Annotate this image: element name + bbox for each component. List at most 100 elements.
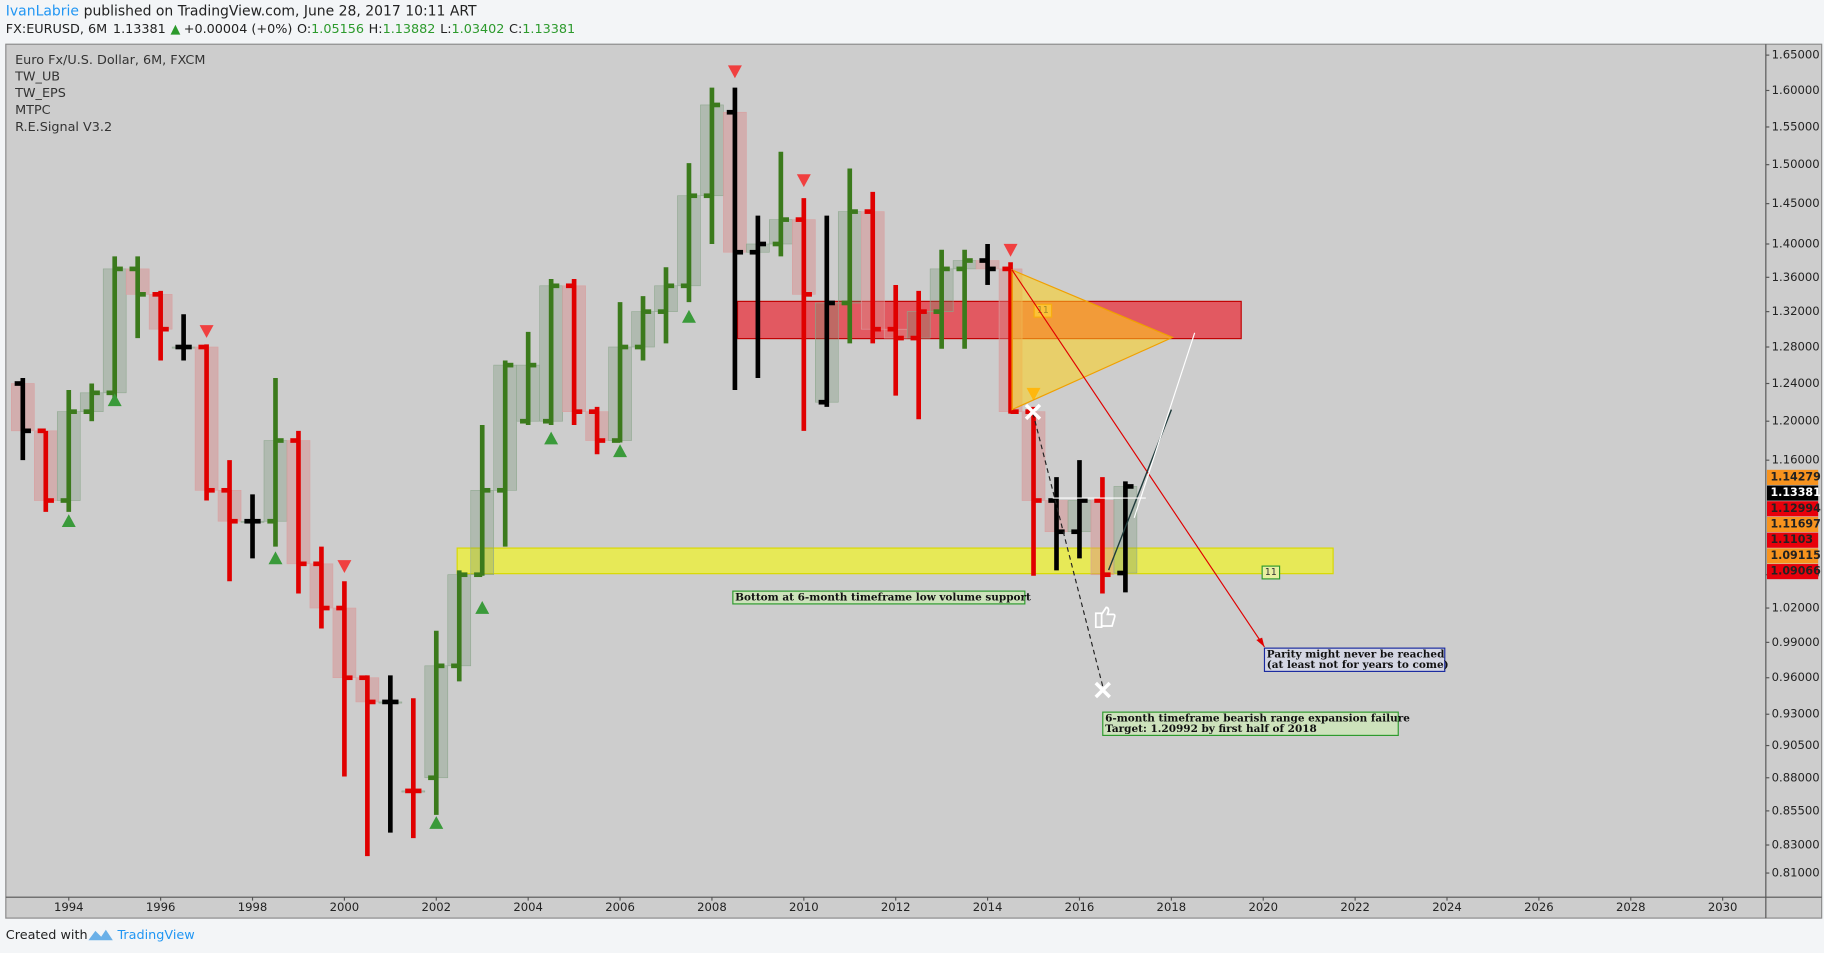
legend-indicator: MTPC bbox=[15, 103, 51, 118]
annotation-text: Parity might never be reached bbox=[1267, 649, 1445, 661]
price-marker bbox=[1767, 548, 1819, 564]
sell-signal bbox=[337, 560, 352, 573]
x-tick-label: 2008 bbox=[697, 900, 727, 914]
projection-line bbox=[1133, 332, 1196, 518]
legend-title: Euro Fx/U.S. Dollar, 6M, FXCM bbox=[15, 53, 205, 68]
x-tick-label: 2016 bbox=[1065, 900, 1095, 914]
y-tick-label: 1.40000 bbox=[1772, 236, 1820, 250]
y-tick-label: 1.60000 bbox=[1772, 83, 1820, 97]
price-marker-label: 1.1103 bbox=[1770, 533, 1813, 546]
dashed-arrow bbox=[1032, 412, 1104, 687]
header-line-2: FX:EURUSD, 6M 1.13381 ▲ +0.00004 (+0%) O:1.0… bbox=[6, 22, 575, 37]
x-tick-label: 2030 bbox=[1708, 900, 1738, 914]
y-tick-label: 0.90500 bbox=[1772, 738, 1820, 752]
x-tick-label: 2026 bbox=[1524, 900, 1554, 914]
x-tick-label: 2000 bbox=[330, 900, 360, 914]
price-marker bbox=[1767, 501, 1819, 517]
annotation-box bbox=[1102, 711, 1399, 736]
x-tick-label: 2014 bbox=[973, 900, 1003, 914]
sell-signal bbox=[727, 65, 742, 79]
target-arrow bbox=[1011, 269, 1265, 648]
change-arrow: ▲ bbox=[170, 22, 180, 37]
y-tick-label: 1.02000 bbox=[1772, 601, 1820, 615]
x-tick-label: 2020 bbox=[1248, 900, 1278, 914]
drawings bbox=[1011, 269, 1265, 699]
y-tick-label: 1.45000 bbox=[1772, 196, 1820, 210]
legend: Euro Fx/U.S. Dollar, 6M, FXCM TW_UB TW_EP… bbox=[14, 53, 205, 135]
y-tick-label: 0.85500 bbox=[1772, 803, 1820, 817]
buy-signal bbox=[107, 393, 122, 407]
open-label: O: bbox=[297, 22, 311, 37]
legend-indicator: R.E.Signal V3.2 bbox=[15, 120, 112, 135]
price-marker bbox=[1767, 469, 1819, 485]
y-tick-label: 1.24000 bbox=[1772, 376, 1820, 390]
y-tick-label: 1.36000 bbox=[1772, 270, 1820, 284]
sell-signal bbox=[199, 325, 214, 338]
published: published on TradingView.com, June 28, 2… bbox=[84, 4, 477, 20]
y-tick-label: 0.99000 bbox=[1772, 635, 1820, 649]
x-tick-label: 1994 bbox=[54, 900, 84, 914]
y-tick-label: 0.88000 bbox=[1772, 770, 1820, 784]
buy-signal bbox=[613, 444, 628, 458]
x-tick-label: 2018 bbox=[1157, 900, 1187, 914]
open-value: 1.05156 bbox=[311, 22, 364, 37]
arrow-head bbox=[1256, 637, 1265, 647]
x-tick-label: 2002 bbox=[421, 900, 451, 914]
chart-frame bbox=[5, 43, 1823, 919]
price-marker-label: 1.14279 bbox=[1770, 470, 1820, 483]
zone-label: 11 bbox=[1265, 567, 1277, 578]
price-marker-label: 1.09115 bbox=[1770, 549, 1820, 562]
y-tick-label: 1.20000 bbox=[1772, 414, 1820, 428]
footer-created: Created with bbox=[6, 928, 88, 943]
x-tick-label: 2006 bbox=[605, 900, 635, 914]
annotation-text: Bottom at 6-month timeframe low volume s… bbox=[735, 592, 1031, 604]
y-tick-label: 0.83000 bbox=[1772, 838, 1820, 852]
buy-signal bbox=[61, 514, 76, 528]
x-tick-label: 2028 bbox=[1616, 900, 1646, 914]
y-tick-label: 0.81000 bbox=[1772, 866, 1820, 880]
price-marker-label: 1.13381 bbox=[1770, 486, 1820, 499]
buy-signal bbox=[268, 551, 283, 565]
buy-signal bbox=[681, 309, 696, 323]
annotation-text: 6-month timeframe bearish range expansio… bbox=[1105, 713, 1410, 725]
legend-indicator: TW_UB bbox=[14, 69, 60, 84]
support-zone bbox=[456, 547, 1334, 575]
x-tick-label: 2010 bbox=[789, 900, 819, 914]
y-tick-label: 1.16000 bbox=[1772, 453, 1820, 467]
y-tick-label: 0.96000 bbox=[1772, 670, 1820, 684]
close-label: C: bbox=[509, 22, 522, 37]
x-tick-label: 1998 bbox=[238, 900, 268, 914]
last-price: 1.13381 bbox=[113, 22, 166, 37]
x-tick-label: 2004 bbox=[513, 900, 543, 914]
thumbs-up-icon bbox=[1094, 606, 1116, 629]
high-value: 1.13882 bbox=[383, 22, 436, 37]
y-tick-label: 1.28000 bbox=[1772, 340, 1820, 354]
footer-brand[interactable]: TradingView bbox=[116, 928, 194, 943]
symbol: FX:EURUSD, 6M bbox=[6, 22, 107, 37]
x-tick-label: 1996 bbox=[146, 900, 176, 914]
buy-signal bbox=[475, 601, 490, 614]
header-line-1: IvanLabrie published on TradingView.com, … bbox=[6, 4, 477, 20]
y-tick-label: 0.93000 bbox=[1772, 707, 1820, 721]
annotation-text: (at least not for years to come) bbox=[1267, 659, 1449, 671]
x-tick-label: 2022 bbox=[1340, 900, 1370, 914]
high-label: H: bbox=[369, 22, 383, 37]
price-marker-label: 1.09066 bbox=[1770, 565, 1821, 578]
price-marker bbox=[1767, 485, 1819, 501]
annotation-text: Target: 1.20992 by first half of 2018 bbox=[1105, 723, 1317, 735]
y-tick-label: 1.50000 bbox=[1772, 157, 1820, 171]
y-tick-label: 1.65000 bbox=[1772, 48, 1820, 62]
price-marker bbox=[1767, 532, 1819, 548]
buy-signal bbox=[544, 431, 559, 445]
author[interactable]: IvanLabrie bbox=[6, 4, 79, 20]
x-tick-label: 2024 bbox=[1432, 900, 1462, 914]
price-marker bbox=[1767, 516, 1819, 533]
legend-indicator: TW_EPS bbox=[14, 86, 66, 101]
x-marker bbox=[1094, 681, 1111, 699]
footer-logo bbox=[88, 929, 113, 941]
annotation-box bbox=[1263, 647, 1446, 672]
change: +0.00004 (+0%) bbox=[184, 22, 293, 37]
annotation-box bbox=[732, 590, 1026, 605]
zone-label-box bbox=[1261, 565, 1281, 580]
